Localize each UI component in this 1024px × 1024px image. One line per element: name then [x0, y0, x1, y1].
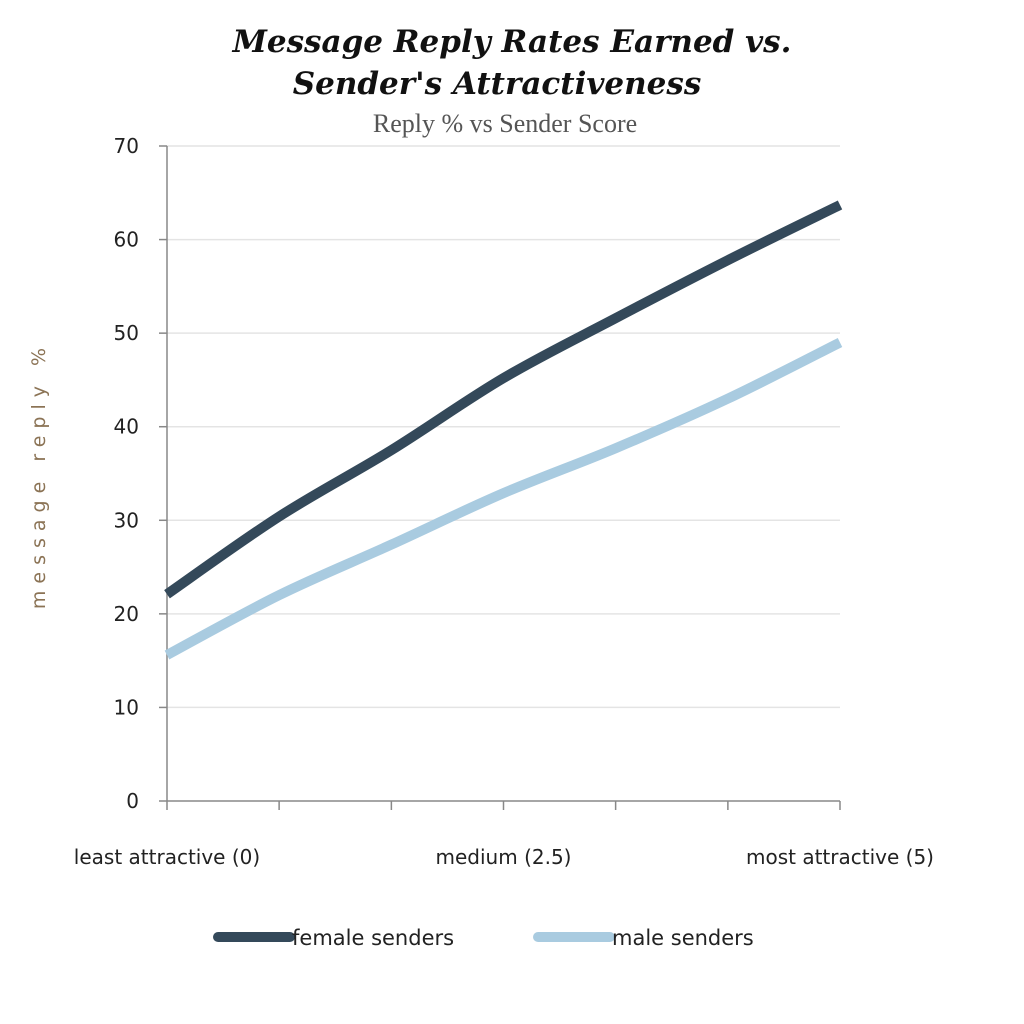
chart-subtitle: Reply % vs Sender Score [373, 109, 637, 138]
y-tick-label: 0 [126, 789, 139, 813]
x-tick-label: least attractive (0) [74, 845, 260, 869]
y-tick-label: 10 [114, 695, 139, 719]
y-tick-label: 70 [114, 134, 139, 158]
y-tick-label: 30 [114, 508, 139, 532]
x-tick-label: medium (2.5) [436, 845, 572, 869]
y-tick-label: 20 [114, 602, 139, 626]
legend-label: female senders [292, 926, 454, 950]
y-axis-label: message reply % [28, 341, 50, 609]
series-line-female-senders [164, 200, 843, 599]
chart-title-line-1: Message Reply Rates Earned vs. [232, 24, 792, 60]
chart-title-line-2: Sender's Attractiveness [293, 66, 702, 102]
series-line-male-senders [164, 338, 843, 660]
y-tick-label: 40 [114, 415, 139, 439]
y-tick-label: 50 [114, 321, 139, 345]
legend-label: male senders [612, 926, 754, 950]
y-tick-label: 60 [114, 228, 139, 252]
x-tick-label: most attractive (5) [746, 845, 934, 869]
